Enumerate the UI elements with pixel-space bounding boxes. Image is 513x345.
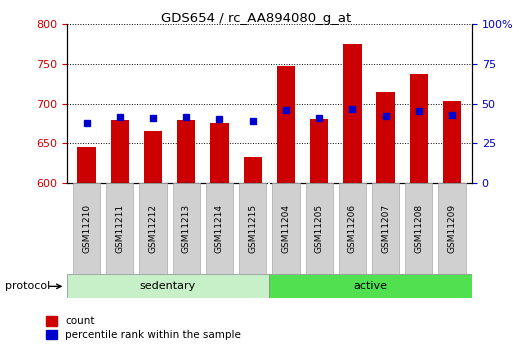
Text: GSM11212: GSM11212 [149, 204, 157, 253]
FancyBboxPatch shape [106, 183, 133, 274]
Bar [310, 119, 328, 183]
Text: GSM11214: GSM11214 [215, 204, 224, 253]
Bar [111, 120, 129, 183]
FancyBboxPatch shape [269, 274, 472, 298]
Text: sedentary: sedentary [140, 282, 196, 291]
FancyBboxPatch shape [306, 183, 333, 274]
FancyBboxPatch shape [405, 183, 432, 274]
Text: GSM11210: GSM11210 [82, 204, 91, 253]
FancyBboxPatch shape [173, 183, 200, 274]
FancyBboxPatch shape [339, 183, 366, 274]
FancyBboxPatch shape [272, 183, 300, 274]
Bar [244, 157, 262, 183]
Bar [277, 66, 295, 183]
Text: GSM11215: GSM11215 [248, 204, 257, 253]
Text: GSM11208: GSM11208 [415, 204, 423, 253]
Bar [210, 124, 229, 183]
Text: GSM11206: GSM11206 [348, 204, 357, 253]
Bar [377, 91, 394, 183]
FancyBboxPatch shape [206, 183, 233, 274]
Bar [144, 131, 162, 183]
Text: protocol: protocol [5, 282, 50, 291]
Legend: count, percentile rank within the sample: count, percentile rank within the sample [46, 316, 241, 340]
Bar [343, 44, 362, 183]
FancyBboxPatch shape [73, 183, 100, 274]
Text: GSM11213: GSM11213 [182, 204, 191, 253]
Text: GSM11211: GSM11211 [115, 204, 124, 253]
Text: GSM11204: GSM11204 [282, 204, 290, 253]
Text: active: active [353, 282, 388, 291]
FancyBboxPatch shape [140, 183, 167, 274]
Bar [410, 74, 428, 183]
Bar [177, 120, 195, 183]
FancyBboxPatch shape [439, 183, 466, 274]
Bar [77, 147, 96, 183]
FancyBboxPatch shape [372, 183, 399, 274]
Text: GSM11207: GSM11207 [381, 204, 390, 253]
FancyBboxPatch shape [67, 274, 269, 298]
Bar [443, 101, 461, 183]
Text: GDS654 / rc_AA894080_g_at: GDS654 / rc_AA894080_g_at [162, 12, 351, 25]
FancyBboxPatch shape [239, 183, 266, 274]
Text: GSM11205: GSM11205 [314, 204, 324, 253]
Text: GSM11209: GSM11209 [447, 204, 457, 253]
